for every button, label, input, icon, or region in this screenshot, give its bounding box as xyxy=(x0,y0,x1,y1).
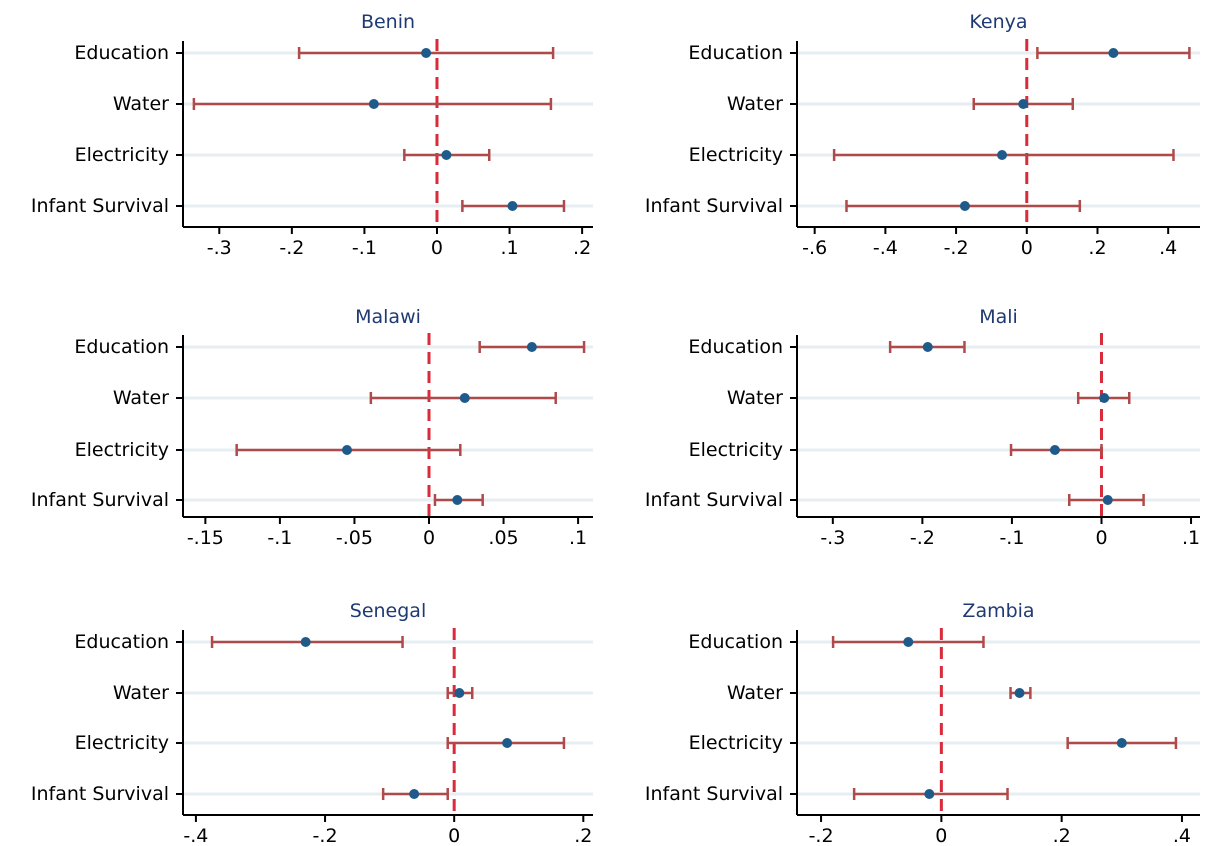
x-tick-label: -.4 xyxy=(183,825,208,846)
y-tick-label: Education xyxy=(688,336,783,358)
x-tick-label: -.05 xyxy=(336,527,373,549)
x-tick-label: 0 xyxy=(448,825,460,846)
point-estimate xyxy=(507,201,518,211)
point-estimate xyxy=(300,637,311,647)
x-tick-label: -.2 xyxy=(279,237,304,259)
y-tick-label: Electricity xyxy=(75,144,169,166)
y-tick-label: Water xyxy=(727,93,783,115)
point-estimate xyxy=(452,495,463,505)
x-tick-label: -.6 xyxy=(802,237,827,259)
y-tick-label: Water xyxy=(113,93,169,115)
x-tick-label: -.3 xyxy=(207,237,232,259)
y-tick-label: Education xyxy=(74,42,169,64)
y-tick-label: Electricity xyxy=(689,144,783,166)
point-estimate xyxy=(1018,99,1029,109)
point-estimate xyxy=(1116,738,1127,748)
x-tick-label: 0 xyxy=(935,825,947,846)
y-tick-label: Electricity xyxy=(689,439,783,461)
point-estimate xyxy=(922,342,933,352)
y-tick-label: Infant Survival xyxy=(645,195,783,217)
x-tick-label: 0 xyxy=(431,237,443,259)
x-tick-label: .4 xyxy=(1173,825,1191,846)
x-tick-label: .2 xyxy=(1053,825,1071,846)
panel-zambia: Zambia Education Water Electricity Infant Su… xyxy=(645,600,1200,846)
point-estimate xyxy=(454,688,465,698)
x-tick-label: .2 xyxy=(574,825,592,846)
y-tick-label: Electricity xyxy=(75,439,169,461)
x-tick-label: .1 xyxy=(569,527,587,549)
panel-title: Kenya xyxy=(969,11,1027,33)
x-tick-label: -.1 xyxy=(352,237,377,259)
point-estimate xyxy=(1014,688,1025,698)
point-estimate xyxy=(409,789,420,799)
panel-title: Malawi xyxy=(355,306,421,328)
x-tick-label: .4 xyxy=(1159,237,1177,259)
point-estimate xyxy=(924,789,935,799)
y-tick-label: Education xyxy=(688,42,783,64)
panel-malawi: Malawi Education Water Electricity Infant Su… xyxy=(31,306,593,549)
y-tick-label: Water xyxy=(727,387,783,409)
x-tick-label: 0 xyxy=(423,527,435,549)
panel-kenya: Kenya Education Water Electricity Infant Sur… xyxy=(645,11,1200,259)
x-tick-label: -.2 xyxy=(910,527,935,549)
x-tick-label: 0 xyxy=(1095,527,1107,549)
x-tick-label: .1 xyxy=(1182,527,1200,549)
panel-title: Senegal xyxy=(350,600,426,622)
x-tick-label: -.3 xyxy=(820,527,845,549)
y-tick-label: Infant Survival xyxy=(645,783,783,805)
y-tick-label: Electricity xyxy=(75,732,169,754)
panel-mali: Mali Education Water Electricity Infant Surv… xyxy=(645,306,1200,549)
y-tick-label: Infant Survival xyxy=(31,489,169,511)
x-tick-label: .2 xyxy=(573,237,591,259)
y-tick-label: Water xyxy=(727,682,783,704)
y-tick-label: Education xyxy=(688,631,783,653)
x-tick-label: -.4 xyxy=(873,237,898,259)
x-tick-label: -.2 xyxy=(809,825,834,846)
x-tick-label: 0 xyxy=(1021,237,1033,259)
point-estimate xyxy=(1102,495,1113,505)
point-estimate xyxy=(959,201,970,211)
x-tick-label: -.15 xyxy=(187,527,224,549)
y-tick-label: Education xyxy=(74,336,169,358)
x-tick-label: .05 xyxy=(488,527,518,549)
point-estimate xyxy=(903,637,914,647)
panel-benin: Benin Education Water Electricity Infant Sur… xyxy=(31,11,593,259)
x-tick-label: -.2 xyxy=(944,237,969,259)
y-tick-label: Water xyxy=(113,387,169,409)
point-estimate xyxy=(1049,445,1060,455)
point-estimate xyxy=(368,99,379,109)
x-tick-label: -.2 xyxy=(313,825,338,846)
y-tick-label: Education xyxy=(74,631,169,653)
x-tick-label: .2 xyxy=(1088,237,1106,259)
point-estimate xyxy=(459,393,470,403)
x-tick-label: -.1 xyxy=(267,527,292,549)
point-estimate xyxy=(342,445,352,455)
y-tick-label: Infant Survival xyxy=(31,195,169,217)
panel-title: Benin xyxy=(361,11,415,33)
y-tick-label: Infant Survival xyxy=(645,489,783,511)
y-tick-label: Electricity xyxy=(689,732,783,754)
point-estimate xyxy=(997,150,1008,160)
panel-title: Zambia xyxy=(962,600,1034,622)
point-estimate xyxy=(526,342,537,352)
y-tick-label: Water xyxy=(113,682,169,704)
y-tick-label: Infant Survival xyxy=(31,783,169,805)
panel-title: Mali xyxy=(979,306,1018,328)
point-estimate xyxy=(1099,393,1110,403)
x-tick-label: .1 xyxy=(500,237,518,259)
point-estimate xyxy=(421,48,432,58)
point-estimate xyxy=(441,150,452,160)
point-estimate xyxy=(1108,48,1119,58)
point-estimate xyxy=(502,738,513,748)
panel-senegal: Senegal Education Water Electricity Infant S… xyxy=(31,600,593,846)
x-tick-label: -.1 xyxy=(999,527,1024,549)
